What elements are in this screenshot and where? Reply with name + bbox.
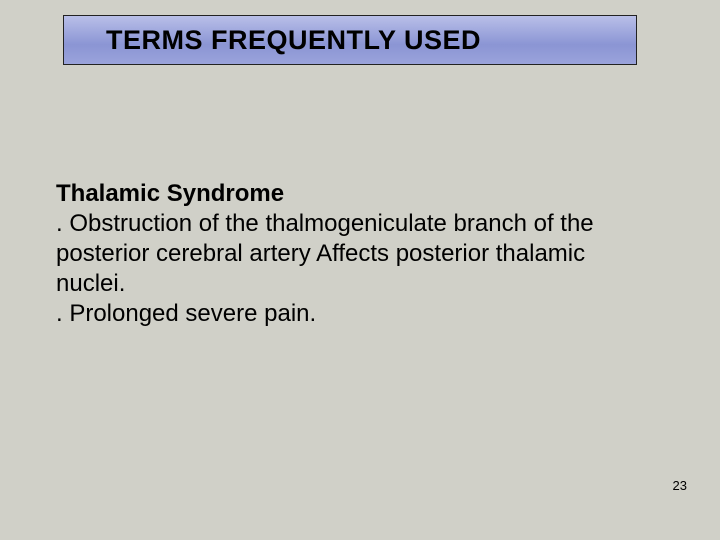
body-line-2: . Prolonged severe pain. xyxy=(56,299,636,329)
body-region: Thalamic Syndrome . Obstruction of the t… xyxy=(56,179,636,329)
title-bar: TERMS FREQUENTLY USED xyxy=(63,15,637,65)
page-number: 23 xyxy=(673,478,687,493)
body-line-1: . Obstruction of the thalmogeniculate br… xyxy=(56,209,636,299)
body-heading: Thalamic Syndrome xyxy=(56,179,636,209)
slide-title: TERMS FREQUENTLY USED xyxy=(106,25,481,56)
